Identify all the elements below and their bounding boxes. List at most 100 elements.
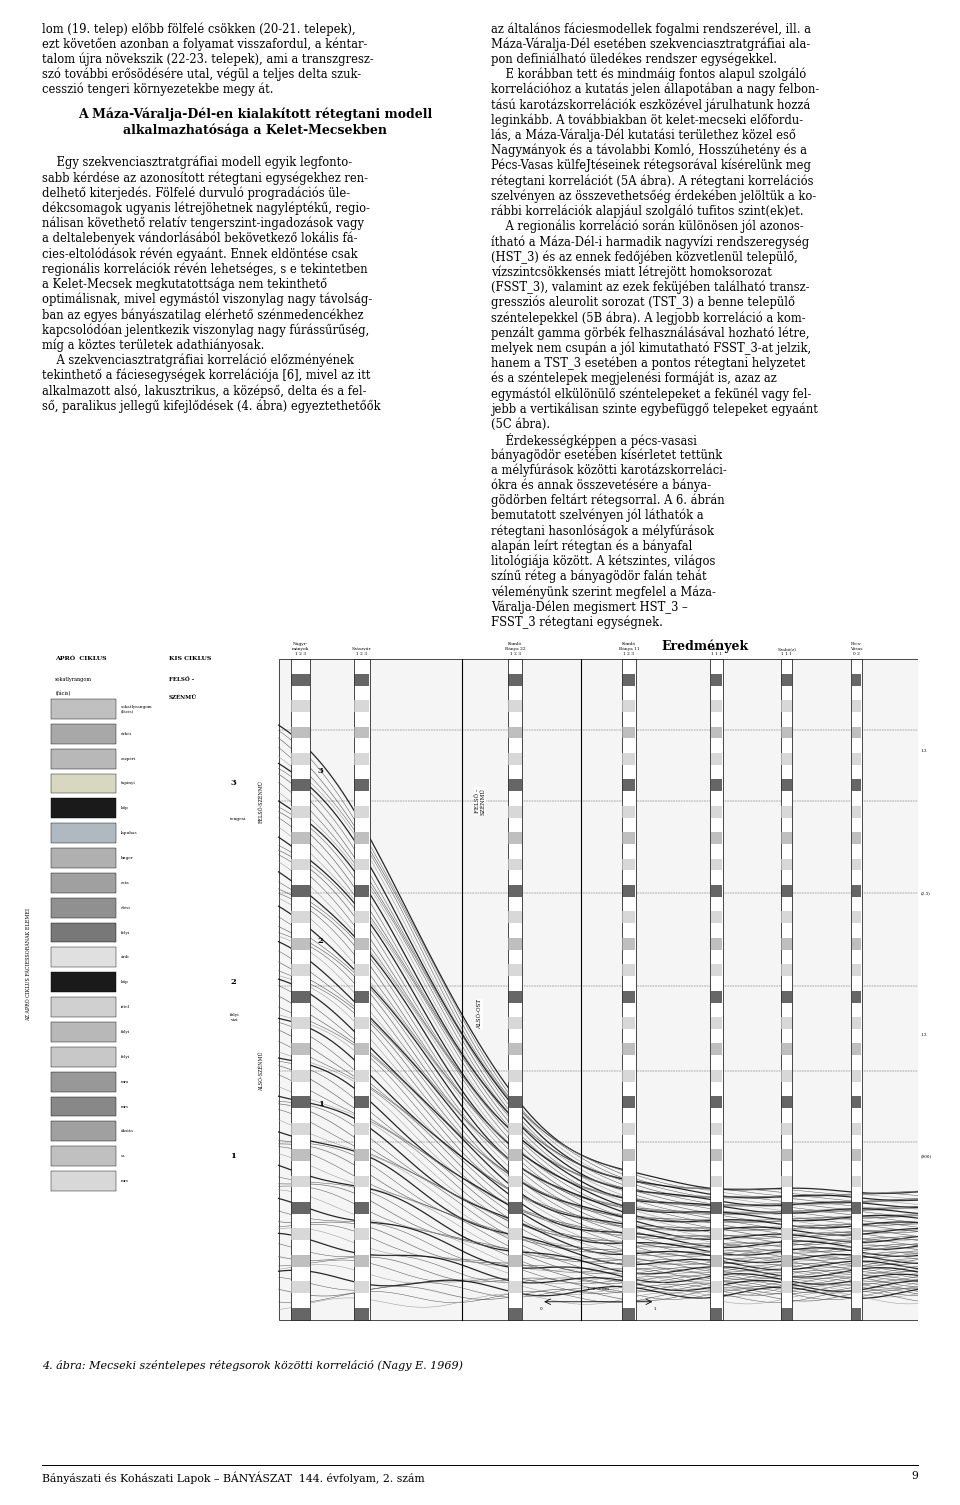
Bar	[509, 965, 521, 977]
Bar	[51, 698, 116, 719]
Bar	[622, 1017, 636, 1029]
Text: ezt követően azonban a folyamat visszafordul, a kéntar-: ezt követően azonban a folyamat visszafo…	[42, 38, 368, 51]
Bar	[51, 1171, 116, 1190]
Bar	[509, 1308, 521, 1320]
Text: 2: 2	[230, 978, 236, 986]
Bar	[852, 674, 861, 686]
Text: egymástól elkülönülő széntelepeket a fekünél vagy fel-: egymástól elkülönülő széntelepeket a fek…	[491, 387, 811, 400]
Bar	[354, 780, 370, 792]
Text: Szabó(z)
1 1 1: Szabó(z) 1 1 1	[778, 647, 796, 656]
Text: felyi: felyi	[121, 930, 131, 935]
Bar	[852, 727, 861, 739]
Text: A Máza-Váralja-Dél-i területen a: A Máza-Váralja-Dél-i területen a	[491, 662, 692, 676]
Bar	[781, 1255, 792, 1267]
Bar	[710, 965, 722, 977]
Text: penzált gamma görbék felhasználásával hozható létre,: penzált gamma görbék felhasználásával ho…	[491, 327, 809, 340]
Bar	[51, 923, 116, 942]
Bar	[51, 998, 116, 1017]
Text: sokatlyrangom
(fácis): sokatlyrangom (fácis)	[121, 704, 153, 713]
Text: 1: 1	[318, 1100, 324, 1109]
Text: felyi: felyi	[121, 1055, 131, 1060]
Bar	[354, 727, 370, 739]
Bar	[852, 938, 861, 950]
Text: E korábban tett és mindmáig fontos alapul szolgáló: E korábban tett és mindmáig fontos alapu…	[491, 68, 806, 81]
Text: A regionális korreláció során különösen jól azonos-: A regionális korreláció során különösen …	[491, 220, 804, 233]
Text: delhető kiterjedés. Fölfelé durvuló progradációs üle-: delhető kiterjedés. Fölfelé durvuló prog…	[42, 187, 350, 200]
Text: mrs: mrs	[121, 1178, 129, 1183]
Bar	[710, 659, 723, 1320]
Bar	[354, 885, 370, 897]
Bar	[622, 912, 636, 924]
Bar	[710, 1150, 722, 1160]
Bar	[781, 1070, 792, 1082]
Bar	[354, 1255, 370, 1267]
Text: hetségeket felhasználva az erősen vál-: hetségeket felhasználva az erősen vál-	[491, 709, 716, 722]
Bar	[710, 1096, 722, 1108]
Text: tású karotázskorrelációk eszközével járulhatunk hozzá: tású karotázskorrelációk eszközével járu…	[491, 98, 810, 111]
Text: optimálisnak, mivel egymástól viszonylag nagy távolság-: optimálisnak, mivel egymástól viszonylag…	[42, 293, 372, 307]
Bar	[51, 823, 116, 843]
Text: áksita: áksita	[121, 1129, 133, 1133]
Bar	[354, 805, 370, 817]
Bar	[291, 1308, 310, 1320]
Bar	[291, 1123, 310, 1135]
Bar	[291, 1281, 310, 1293]
Bar	[622, 1043, 636, 1055]
Bar	[354, 1123, 370, 1135]
Text: FELSŐ –: FELSŐ –	[169, 677, 194, 682]
Text: szelvényen az összevethetsőég érdekében jelöltük a ko-: szelvényen az összevethetsőég érdekében …	[491, 190, 816, 203]
Bar	[781, 1017, 792, 1029]
Text: folyi: folyi	[121, 1029, 131, 1034]
Text: kapcsolódóan jelentkezik viszonylag nagy fúrássűrűség,: kapcsolódóan jelentkezik viszonylag nagy…	[42, 324, 370, 337]
Text: 1: 1	[654, 1308, 657, 1311]
Text: az általános fáciesmodellek fogalmi rendszerével, ill. a: az általános fáciesmodellek fogalmi rend…	[491, 23, 811, 36]
Bar	[51, 972, 116, 992]
Text: 0: 0	[540, 1308, 542, 1311]
Bar	[354, 1017, 370, 1029]
Bar	[354, 752, 370, 765]
Text: bemutatott szelvényen jól láthatók a: bemutatott szelvényen jól láthatók a	[491, 509, 704, 522]
Bar	[622, 832, 636, 844]
Bar	[354, 832, 370, 844]
Bar	[51, 1022, 116, 1041]
Bar	[622, 1255, 636, 1267]
Bar	[354, 990, 370, 1002]
Bar	[622, 1070, 636, 1082]
Text: kőp: kőp	[121, 807, 129, 810]
Bar	[291, 805, 310, 817]
Text: jebb a vertikálisan szinte egybefüggő telepeket egyaánt: jebb a vertikálisan szinte egybefüggő te…	[491, 402, 818, 415]
Text: Bányászati és Kohászati Lapok – BÁNYÁSZAT  144. évfolyam, 2. szám: Bányászati és Kohászati Lapok – BÁNYÁSZA…	[42, 1470, 424, 1484]
Bar	[710, 727, 722, 739]
Bar	[354, 912, 370, 924]
Bar	[51, 948, 116, 968]
Bar	[622, 805, 636, 817]
Text: színű réteg a bányagödör falán tehát: színű réteg a bányagödör falán tehát	[491, 570, 707, 584]
Bar	[354, 674, 370, 686]
Bar	[710, 859, 722, 870]
Bar	[781, 780, 792, 792]
Bar	[291, 674, 310, 686]
Bar	[354, 659, 370, 1320]
Text: tozó dőlésviszonyok torzító hatásának: tozó dőlésviszonyok torzító hatásának	[491, 724, 712, 737]
Text: Nagyмányok és a távolabbi Komló, Hosszúhetény és a: Nagyмányok és a távolabbi Komló, Hosszúh…	[491, 144, 807, 157]
Text: (900): (900)	[921, 1154, 932, 1159]
Bar	[852, 1228, 861, 1240]
Text: lom (19. telep) előbb fölfelé csökken (20-21. telepek),: lom (19. telep) előbb fölfelé csökken (2…	[42, 23, 355, 36]
Bar	[291, 938, 310, 950]
Bar	[622, 659, 636, 1320]
Text: rábbi korrelációk alapjául szolgáló tufitos szint(ek)et.: rábbi korrelációk alapjául szolgáló tufi…	[491, 205, 804, 218]
Bar	[291, 1255, 310, 1267]
Bar	[622, 1308, 636, 1320]
Bar	[852, 1150, 861, 1160]
Text: Pécs-Vasas külfeJtéseinek rétegsorával kísérelünk meg: Pécs-Vasas külfeJtéseinek rétegsorával k…	[491, 160, 811, 173]
Bar	[278, 659, 918, 1320]
Text: ót, s erre alapozva a Mecseki Kőszén: ót, s erre alapozva a Mecseki Kőszén	[491, 829, 708, 843]
Bar	[781, 1175, 792, 1187]
Text: korrelációhoz a kutatás jelen állapotában a nagy felbon-: korrelációhoz a kutatás jelen állapotába…	[491, 83, 819, 96]
Bar	[509, 938, 521, 950]
Bar	[710, 1255, 722, 1267]
Bar	[710, 1281, 722, 1293]
Text: bék közötti nagy felbontású korrelácí-: bék közötti nagy felbontású korrelácí-	[491, 814, 712, 828]
Text: pon definiálható üledékes rendszer egységekkel.: pon definiálható üledékes rendszer egysé…	[491, 53, 777, 66]
Bar	[710, 1228, 722, 1240]
